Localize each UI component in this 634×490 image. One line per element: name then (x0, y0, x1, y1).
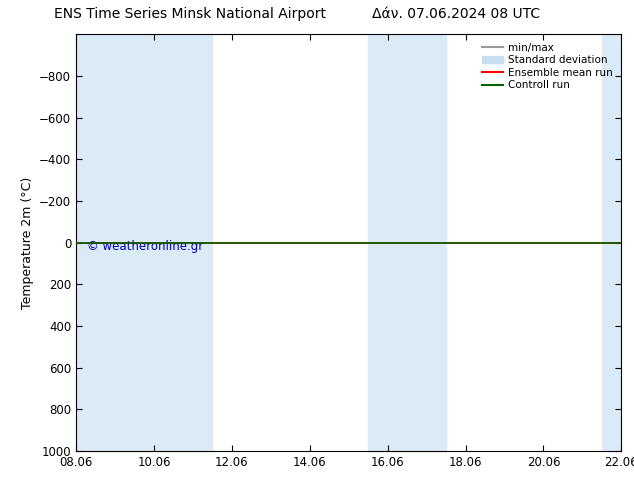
Bar (602, 34, 621, 451)
Bar (368, 34, 407, 451)
Text: Δάν. 07.06.2024 08 UTC: Δάν. 07.06.2024 08 UTC (372, 7, 541, 22)
Legend: min/max, Standard deviation, Ensemble mean run, Controll run: min/max, Standard deviation, Ensemble me… (479, 40, 616, 94)
Y-axis label: Temperature 2m (°C): Temperature 2m (°C) (20, 176, 34, 309)
Bar (96, 34, 134, 451)
Bar (76, 34, 96, 451)
Text: © weatheronline.gr: © weatheronline.gr (87, 241, 204, 253)
Bar (134, 34, 212, 451)
Bar (407, 34, 446, 451)
Text: ENS Time Series Minsk National Airport: ENS Time Series Minsk National Airport (54, 7, 327, 22)
